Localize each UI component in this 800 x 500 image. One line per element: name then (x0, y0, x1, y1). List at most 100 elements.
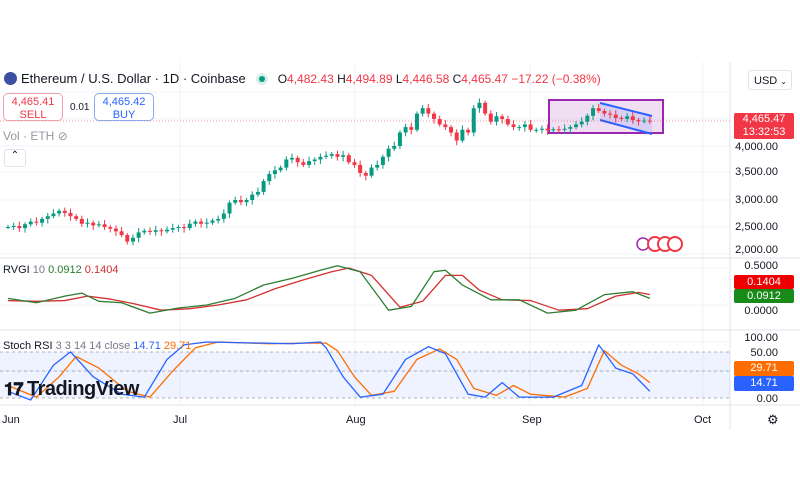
candle-body (647, 120, 652, 122)
collapse-chevron-icon[interactable]: ⌃ (4, 149, 26, 167)
channel-lower-line[interactable] (599, 119, 653, 135)
candle-body (6, 227, 10, 228)
month-label: Jun (2, 414, 20, 426)
ohlc-values: O4,482.43 H4,494.89 L4,446.58 C4,465.47 … (277, 71, 601, 86)
candle-body (204, 222, 209, 224)
candle-body (62, 210, 67, 213)
candle-body (511, 124, 516, 128)
market-status-icon (255, 72, 268, 85)
buy-button[interactable]: 4,465.42 BUY (94, 93, 154, 121)
candle-body (437, 119, 442, 125)
candle-body (545, 128, 550, 131)
rvgi-line (7, 265, 651, 314)
candle-body (250, 194, 255, 200)
channel-upper-line[interactable] (599, 102, 653, 117)
stoch-k-line (7, 341, 651, 401)
candle-body (380, 156, 385, 165)
hide-eye-icon[interactable]: ⊘ (57, 129, 68, 143)
candle-body (505, 119, 510, 125)
price-tick: 4,000.00 (735, 141, 778, 153)
candle-body (483, 102, 488, 114)
candle-body (392, 146, 397, 149)
candle-body (79, 218, 84, 224)
candle-body (341, 155, 346, 157)
stoch-tick: 50.00 (750, 347, 778, 359)
candle-body (630, 116, 635, 121)
candle-body (574, 124, 578, 128)
tradingview-logo: 𝟏𝟕 TradingView (4, 378, 139, 400)
candle-body (551, 129, 556, 131)
price-tick: 2,500.00 (735, 221, 778, 233)
stoch-band (0, 352, 730, 398)
candle-body (466, 129, 471, 133)
month-label: Jul (173, 414, 188, 426)
candle-body (267, 174, 272, 182)
candle-body (397, 132, 402, 146)
currency-select[interactable]: USD ⌄ (748, 70, 792, 90)
candle-body (136, 232, 141, 238)
candle-body (199, 221, 204, 224)
candle-body (85, 222, 90, 224)
candle-body (346, 155, 351, 163)
candle-body (488, 113, 493, 122)
candle-body (17, 225, 22, 229)
candle-body (176, 227, 181, 229)
price-tick: 3,500.00 (735, 166, 778, 178)
candle-body (585, 115, 590, 122)
candle-body (159, 230, 164, 232)
candle-body (386, 148, 391, 157)
symbol-title[interactable]: Ethereum / U.S. Dollar · 1D · Coinbase (21, 71, 246, 86)
candle-body (210, 220, 215, 223)
events-icons[interactable] (636, 236, 683, 252)
rvgi-signal-line (7, 267, 650, 311)
candle-body (369, 167, 374, 176)
candle-body (375, 164, 380, 168)
candle-body (148, 230, 152, 232)
settings-gear-icon[interactable]: ⚙ (767, 412, 779, 427)
candle-body (312, 159, 317, 162)
candles (6, 98, 652, 246)
price-tick: 3,000.00 (735, 194, 778, 206)
candle-body (91, 222, 96, 226)
candle-body (11, 225, 16, 227)
us-flag-event-icon[interactable] (667, 236, 683, 252)
candle-body (363, 173, 368, 176)
stoch-d-tag: 29.71 (734, 361, 794, 376)
candle-body (74, 216, 79, 219)
candle-body (443, 124, 448, 128)
candle-body (284, 159, 289, 168)
candle-body (255, 191, 260, 195)
candle-body (454, 132, 459, 141)
candle-body (301, 162, 306, 165)
stoch-tick: 100.00 (744, 332, 778, 344)
indicator-lines (7, 265, 651, 401)
sell-button[interactable]: 4,465.41 SELL (3, 93, 63, 121)
price-tick: 2,000.00 (735, 244, 778, 256)
candle-body (636, 120, 641, 122)
candle-body (165, 229, 170, 232)
candle-body (562, 128, 567, 130)
candle-body (539, 128, 544, 130)
candle-body (500, 116, 505, 119)
candle-body (420, 108, 425, 114)
candle-body (596, 108, 601, 111)
candle-body (102, 224, 107, 227)
candle-body (528, 124, 533, 130)
rvgi-legend: RVGI 10 0.0912 0.1404 (3, 264, 119, 276)
rectangle-drawing[interactable] (548, 99, 664, 134)
candle-body (23, 224, 28, 229)
rvgi-value-tag: 0.0912 (734, 289, 794, 303)
spread-value: 0.01 (70, 102, 90, 113)
candle-body (324, 155, 329, 157)
candle-body (409, 127, 414, 130)
candle-body (335, 154, 340, 157)
candle-body (119, 231, 124, 236)
candle-body (261, 181, 266, 192)
candle-body (244, 200, 249, 203)
candle-body (34, 221, 39, 223)
candle-body (295, 157, 300, 163)
month-label: Aug (346, 414, 366, 426)
candle-body (608, 113, 613, 115)
candle-body (449, 127, 454, 133)
